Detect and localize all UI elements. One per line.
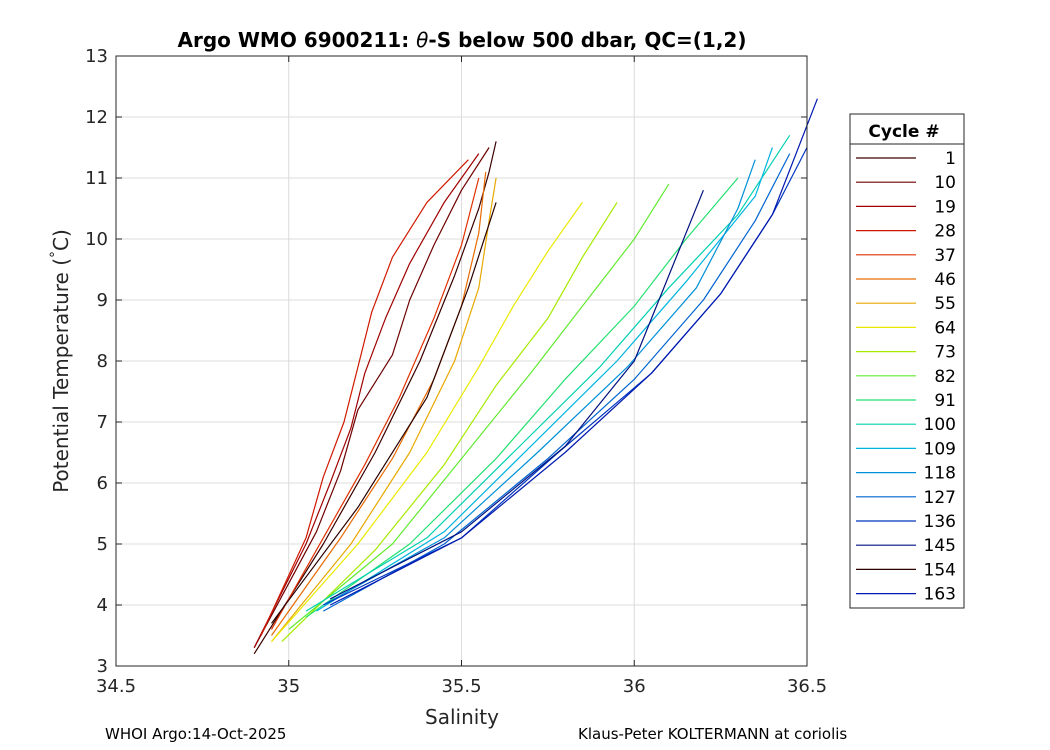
series-line-cycle-109: [316, 147, 773, 612]
series-line-cycle-82: [288, 183, 670, 630]
series-line-cycle-73: [281, 202, 618, 643]
y-tick-label: 10: [85, 229, 108, 250]
footer-author: Klaus-Peter KOLTERMANN at coriolis: [578, 725, 848, 743]
legend-label: 145: [924, 536, 956, 556]
legend-label: 19: [934, 197, 956, 217]
x-tick-label: 35.5: [441, 676, 481, 697]
x-axis-label: Salinity: [425, 705, 499, 729]
legend-title: Cycle #: [868, 122, 939, 142]
series-group: [253, 98, 818, 655]
legend-label: 10: [934, 173, 956, 193]
y-tick-label: 9: [97, 290, 108, 311]
legend-label: 100: [924, 415, 956, 435]
series-line-cycle-100: [305, 134, 791, 612]
x-tick-label: 36.5: [787, 676, 827, 697]
y-tick-label: 7: [97, 412, 108, 433]
series-line-cycle-1: [253, 141, 497, 655]
series-line-cycle-28: [260, 159, 469, 636]
legend-box: [849, 113, 965, 609]
legend-label: 28: [934, 222, 956, 242]
y-tick-label: 11: [85, 168, 108, 189]
legend-label: 136: [924, 512, 956, 532]
series-line-cycle-163: [329, 98, 818, 606]
series-line-cycle-19: [253, 153, 480, 648]
series-line-cycle-145: [329, 189, 704, 600]
y-tick-label: 5: [97, 534, 108, 555]
legend-label: 1: [945, 149, 956, 169]
axis-ticks: 34.5 35 35.5 36 36.5 3 4 5 6 7 8 9 10 11 12 13: [85, 46, 827, 697]
series-line-cycle-127: [323, 153, 791, 612]
y-tick-label: 6: [97, 473, 108, 494]
legend-label: 118: [924, 464, 956, 484]
legend: Cycle # 1 10 19 28 37 46 55 64 73 82 91 100 109 118 12…: [849, 113, 965, 609]
legend-label: 127: [924, 488, 956, 508]
x-tick-label: 36: [623, 676, 646, 697]
y-axis-label: Potential Temperature (°C): [48, 229, 73, 493]
series-line-cycle-118: [323, 159, 756, 606]
legend-label: 91: [934, 391, 956, 411]
legend-label: 37: [934, 246, 956, 266]
y-tick-label: 4: [97, 595, 108, 616]
y-tick-label: 13: [85, 46, 108, 67]
footer-date: WHOI Argo:14-Oct-2025: [105, 725, 287, 743]
legend-label: 163: [924, 585, 956, 605]
chart-title: Argo WMO 6900211: θ-S below 500 dbar, QC…: [178, 28, 747, 52]
y-tick-label: 3: [97, 656, 108, 677]
legend-label: 55: [934, 294, 956, 314]
series-line-cycle-55: [271, 177, 497, 642]
legend-label: 109: [924, 439, 956, 459]
series-line-cycle-37: [270, 177, 480, 630]
legend-label: 154: [924, 560, 956, 580]
x-tick-label: 34.5: [96, 676, 136, 697]
series-line-cycle-64: [271, 202, 583, 642]
series-line-cycle-154: [271, 202, 497, 624]
legend-label: 82: [934, 367, 956, 387]
legend-label: 64: [934, 318, 956, 338]
series-line-cycle-10: [253, 147, 490, 648]
series-line-cycle-91: [305, 177, 739, 618]
legend-label: 73: [934, 343, 956, 363]
y-tick-label: 12: [85, 107, 108, 128]
y-tick-label: 8: [97, 351, 108, 372]
legend-label: 46: [934, 270, 956, 290]
x-tick-label: 35: [277, 676, 300, 697]
